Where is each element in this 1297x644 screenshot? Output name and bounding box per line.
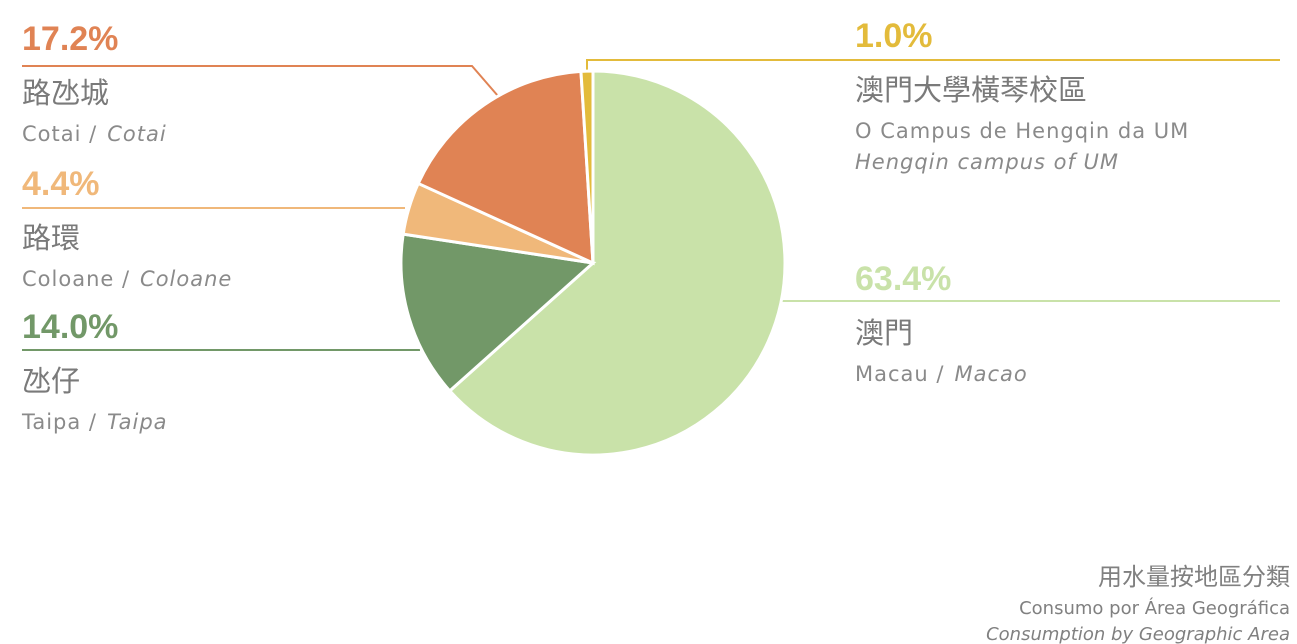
pie-slice — [399, 232, 597, 393]
label-en: Macao — [954, 362, 1027, 386]
category-label: 澳門大學橫琴校區 — [855, 73, 1087, 107]
category-label: 路環 — [22, 221, 80, 255]
label-en: Taipa — [107, 410, 168, 434]
value-label: 1.0% — [855, 17, 933, 55]
label-pt: O Campus de Hengqin da UM — [855, 119, 1189, 143]
label-en: Cotai — [107, 122, 166, 146]
pie-slice — [579, 69, 595, 264]
label-text: Coloane / Coloane — [22, 267, 232, 291]
category-label: 澳門 — [855, 316, 913, 350]
chart-subtitle: Consumo por Área Geográfica — [1019, 597, 1290, 619]
leader-line — [22, 65, 499, 97]
category-label: 氹仔 — [22, 364, 80, 398]
value-label: 17.2% — [22, 20, 118, 58]
value-label: 4.4% — [22, 165, 100, 203]
leader-line — [586, 59, 1280, 72]
value-label: 63.4% — [855, 260, 951, 298]
label-text: Macau / Macao — [855, 362, 1028, 386]
label-pt: Cotai / — [22, 122, 97, 146]
label-pt: Taipa / — [21, 410, 97, 434]
label-text: Cotai / Cotai — [22, 122, 167, 146]
pie-slice — [416, 69, 595, 266]
value-label: 14.0% — [22, 308, 118, 346]
label-pt: Macau / — [855, 362, 944, 386]
label-text: Taipa / Taipa — [21, 410, 168, 434]
category-label: 路氹城 — [22, 76, 109, 110]
label-pt: Coloane / — [22, 267, 130, 291]
label-en: Hengqin campus of UM — [855, 150, 1119, 174]
chart-title: 用水量按地區分類 — [1098, 563, 1290, 591]
pie-slice — [447, 69, 787, 457]
label-en: Coloane — [140, 267, 232, 291]
chart-subtitle: Consumption by Geographic Area — [986, 624, 1290, 644]
